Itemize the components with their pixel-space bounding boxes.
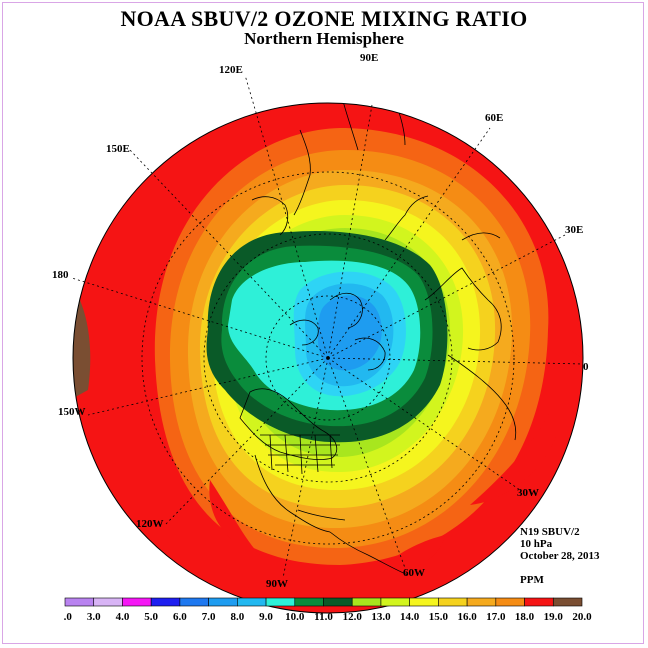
colorbar-swatches bbox=[64, 597, 583, 607]
colorbar-swatch bbox=[93, 597, 123, 607]
colorbar-swatch bbox=[495, 597, 525, 607]
colorbar-tick-label: 16.0 bbox=[457, 611, 477, 623]
colorbar-tick-label: 3.0 bbox=[87, 611, 101, 623]
graticule bbox=[71, 74, 584, 579]
lon-label-30w: 30W bbox=[517, 487, 539, 499]
colorbar-tick-label: 19.0 bbox=[544, 611, 564, 623]
info-date: October 28, 2013 bbox=[520, 550, 600, 562]
colorbar-swatch bbox=[208, 597, 238, 607]
colorbar-swatch bbox=[380, 597, 410, 607]
colorbar: 2.0 3.0 4.0 5.0 6.0 7.0 8.0 9.0 10.0 11.0 12.0 13.0… bbox=[64, 597, 592, 623]
colorbar-swatch bbox=[237, 597, 267, 607]
lon-label-180: 180 bbox=[52, 269, 69, 281]
colorbar-swatch bbox=[122, 597, 152, 607]
colorbar-swatch bbox=[294, 597, 324, 607]
colorbar-swatch bbox=[351, 597, 382, 607]
ozone-field bbox=[73, 103, 583, 613]
lon-label-90w: 90W bbox=[266, 578, 288, 590]
map-title: NOAA SBUV/2 OZONE MIXING RATIO bbox=[120, 6, 528, 31]
colorbar-tick-label: 4.0 bbox=[116, 611, 130, 623]
colorbar-swatch bbox=[150, 597, 181, 607]
info-units: PPM bbox=[520, 574, 544, 586]
colorbar-tick-label: 7.0 bbox=[202, 611, 216, 623]
colorbar-tick-label: 12.0 bbox=[343, 611, 363, 623]
colorbar-ticks: 2.0 3.0 4.0 5.0 6.0 7.0 8.0 9.0 10.0 11.0 12.0 13.0… bbox=[64, 611, 592, 623]
lon-label-120e: 120E bbox=[219, 64, 243, 76]
colorbar-swatch bbox=[64, 597, 95, 607]
colorbar-swatch bbox=[179, 597, 209, 607]
lon-label-150w: 150W bbox=[58, 406, 86, 418]
lon-label-60w: 60W bbox=[403, 567, 425, 579]
colorbar-tick-label: 5.0 bbox=[144, 611, 158, 623]
map-subtitle: Northern Hemisphere bbox=[244, 29, 404, 48]
colorbar-tick-label: 8.0 bbox=[230, 611, 244, 623]
colorbar-tick-label: 11.0 bbox=[314, 611, 333, 623]
longitude-labels: 90E 60E 30E 0 30W 60W 90W 120W 150W 180 … bbox=[52, 52, 589, 590]
lon-label-0: 0 bbox=[583, 361, 589, 373]
lon-label-30e: 30E bbox=[565, 224, 583, 236]
colorbar-swatch bbox=[524, 597, 554, 607]
colorbar-swatch bbox=[409, 597, 439, 607]
info-pressure: 10 hPa bbox=[520, 538, 553, 550]
colorbar-swatch bbox=[552, 597, 583, 607]
lon-label-60e: 60E bbox=[485, 112, 503, 124]
map-boundary bbox=[72, 102, 584, 614]
lon-label-120w: 120W bbox=[136, 518, 164, 530]
lon-label-90e: 90E bbox=[360, 52, 378, 64]
colorbar-tick-label: 20.0 bbox=[572, 611, 592, 623]
colorbar-tick-label: 17.0 bbox=[486, 611, 506, 623]
colorbar-tick-label: 13.0 bbox=[371, 611, 391, 623]
colorbar-tick-label: 15.0 bbox=[429, 611, 449, 623]
colorbar-tick-label: 9.0 bbox=[259, 611, 273, 623]
colorbar-tick-label: 14.0 bbox=[400, 611, 420, 623]
colorbar-swatch bbox=[265, 597, 296, 607]
colorbar-tick-label: 18.0 bbox=[515, 611, 535, 623]
info-instrument: N19 SBUV/2 bbox=[520, 526, 580, 538]
colorbar-tick-label: 10.0 bbox=[285, 611, 305, 623]
colorbar-swatch bbox=[323, 597, 353, 607]
colorbar-swatch bbox=[466, 597, 497, 607]
colorbar-tick-label: 2.0 bbox=[64, 611, 72, 623]
lon-label-150e: 150E bbox=[106, 143, 130, 155]
colorbar-tick-label: 6.0 bbox=[173, 611, 187, 623]
colorbar-swatch bbox=[438, 597, 468, 607]
